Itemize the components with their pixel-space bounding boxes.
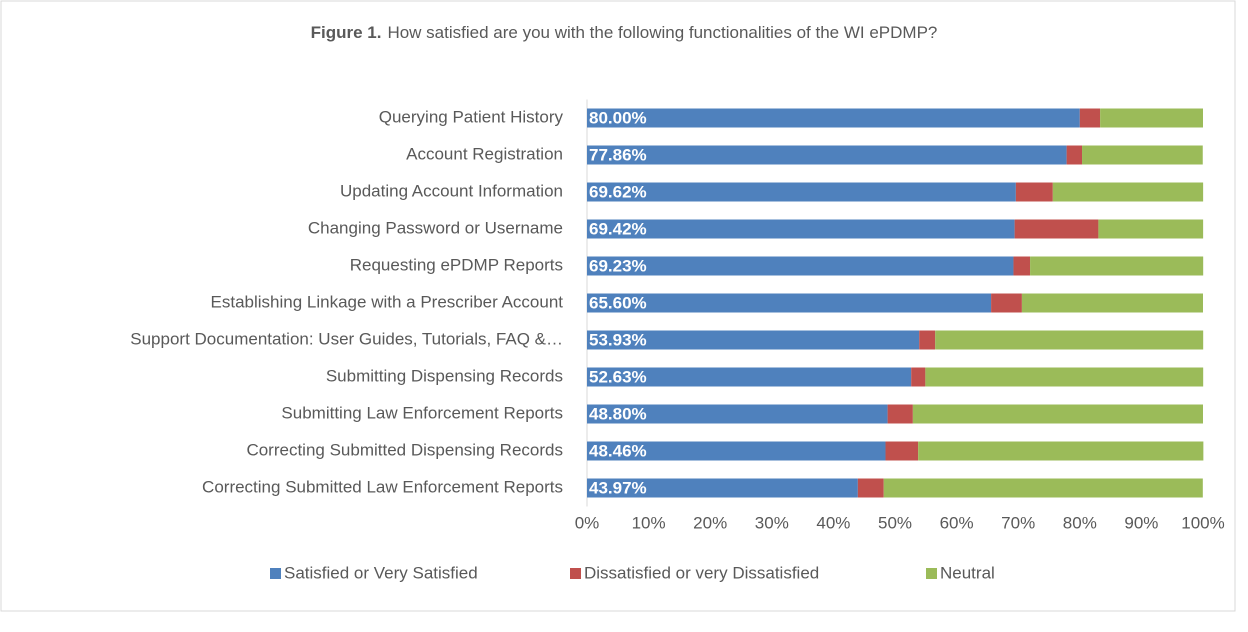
bar-segment	[587, 367, 912, 387]
bar-segment	[1021, 293, 1203, 313]
bar-segment	[883, 478, 1203, 498]
y-tick-label: Submitting Dispensing Records	[326, 366, 563, 385]
x-tick-label: 0%	[575, 513, 600, 532]
value-label: 43.97%	[589, 478, 647, 497]
bar-segment	[1100, 108, 1203, 128]
chart-title: How satisfied are you with the following…	[387, 23, 937, 42]
legend-label: Dissatisfied or very Dissatisfied	[584, 563, 819, 582]
value-label: 52.63%	[589, 367, 647, 386]
x-tick-label: 50%	[878, 513, 912, 532]
y-tick-label: Changing Password or Username	[308, 218, 563, 237]
y-tick-label: Requesting ePDMP Reports	[350, 255, 563, 274]
y-tick-label: Account Registration	[406, 144, 563, 163]
bar-segment	[918, 441, 1204, 461]
figure-label: Figure 1.	[311, 23, 382, 42]
bar-segment	[935, 330, 1204, 350]
legend-label: Neutral	[940, 563, 995, 582]
bar-segment	[587, 219, 1015, 239]
x-tick-label: 80%	[1063, 513, 1097, 532]
chart-title-group: Figure 1. How satisfied are you with the …	[311, 23, 938, 42]
bar-segment	[587, 256, 1014, 276]
bar-segment	[1052, 182, 1204, 202]
bar-segment	[1066, 145, 1083, 165]
y-tick-label: Establishing Linkage with a Prescriber A…	[211, 292, 564, 311]
legend-swatch	[926, 568, 937, 579]
value-label: 80.00%	[589, 108, 647, 127]
bar-segment	[857, 478, 884, 498]
value-label: 69.42%	[589, 219, 647, 238]
bar-segment	[1014, 219, 1099, 239]
bar-segment	[1098, 219, 1204, 239]
x-tick-label: 90%	[1124, 513, 1158, 532]
bar-segment	[911, 367, 926, 387]
bar-segment	[1015, 182, 1053, 202]
bar-segment	[885, 441, 919, 461]
y-tick-label: Querying Patient History	[379, 107, 564, 126]
bar-segment	[587, 293, 992, 313]
bar-segment	[587, 330, 920, 350]
x-tick-label: 100%	[1181, 513, 1224, 532]
x-tick-label: 70%	[1001, 513, 1035, 532]
bar-segment	[587, 108, 1080, 128]
legend-swatch	[570, 568, 581, 579]
bar-segment	[919, 330, 936, 350]
bar-segment	[1013, 256, 1031, 276]
bar-segment	[587, 478, 858, 498]
bar-segment	[587, 145, 1067, 165]
x-tick-label: 20%	[693, 513, 727, 532]
value-label: 77.86%	[589, 145, 647, 164]
y-tick-label: Correcting Submitted Law Enforcement Rep…	[202, 477, 563, 496]
x-tick-label: 30%	[755, 513, 789, 532]
bar-segment	[1030, 256, 1204, 276]
bar-segment	[887, 404, 913, 424]
bar-segment	[587, 404, 888, 424]
bar-segment	[1082, 145, 1203, 165]
y-tick-label: Support Documentation: User Guides, Tuto…	[130, 329, 563, 348]
legend-label: Satisfied or Very Satisfied	[284, 563, 478, 582]
y-tick-label: Correcting Submitted Dispensing Records	[246, 440, 563, 459]
value-label: 48.46%	[589, 441, 647, 460]
bar-segment	[925, 367, 1204, 387]
x-tick-label: 60%	[940, 513, 974, 532]
value-label: 48.80%	[589, 404, 647, 423]
value-label: 65.60%	[589, 293, 647, 312]
value-label: 69.62%	[589, 182, 647, 201]
value-label: 69.23%	[589, 256, 647, 275]
legend-swatch	[270, 568, 281, 579]
bar-segment	[587, 182, 1016, 202]
bar-segment	[587, 441, 886, 461]
bar-segment	[912, 404, 1203, 424]
x-tick-label: 10%	[632, 513, 666, 532]
y-tick-label: Submitting Law Enforcement Reports	[281, 403, 563, 422]
bar-segment	[1079, 108, 1101, 128]
bar-segment	[991, 293, 1022, 313]
value-label: 53.93%	[589, 330, 647, 349]
x-tick-label: 40%	[816, 513, 850, 532]
y-tick-label: Updating Account Information	[340, 181, 563, 200]
